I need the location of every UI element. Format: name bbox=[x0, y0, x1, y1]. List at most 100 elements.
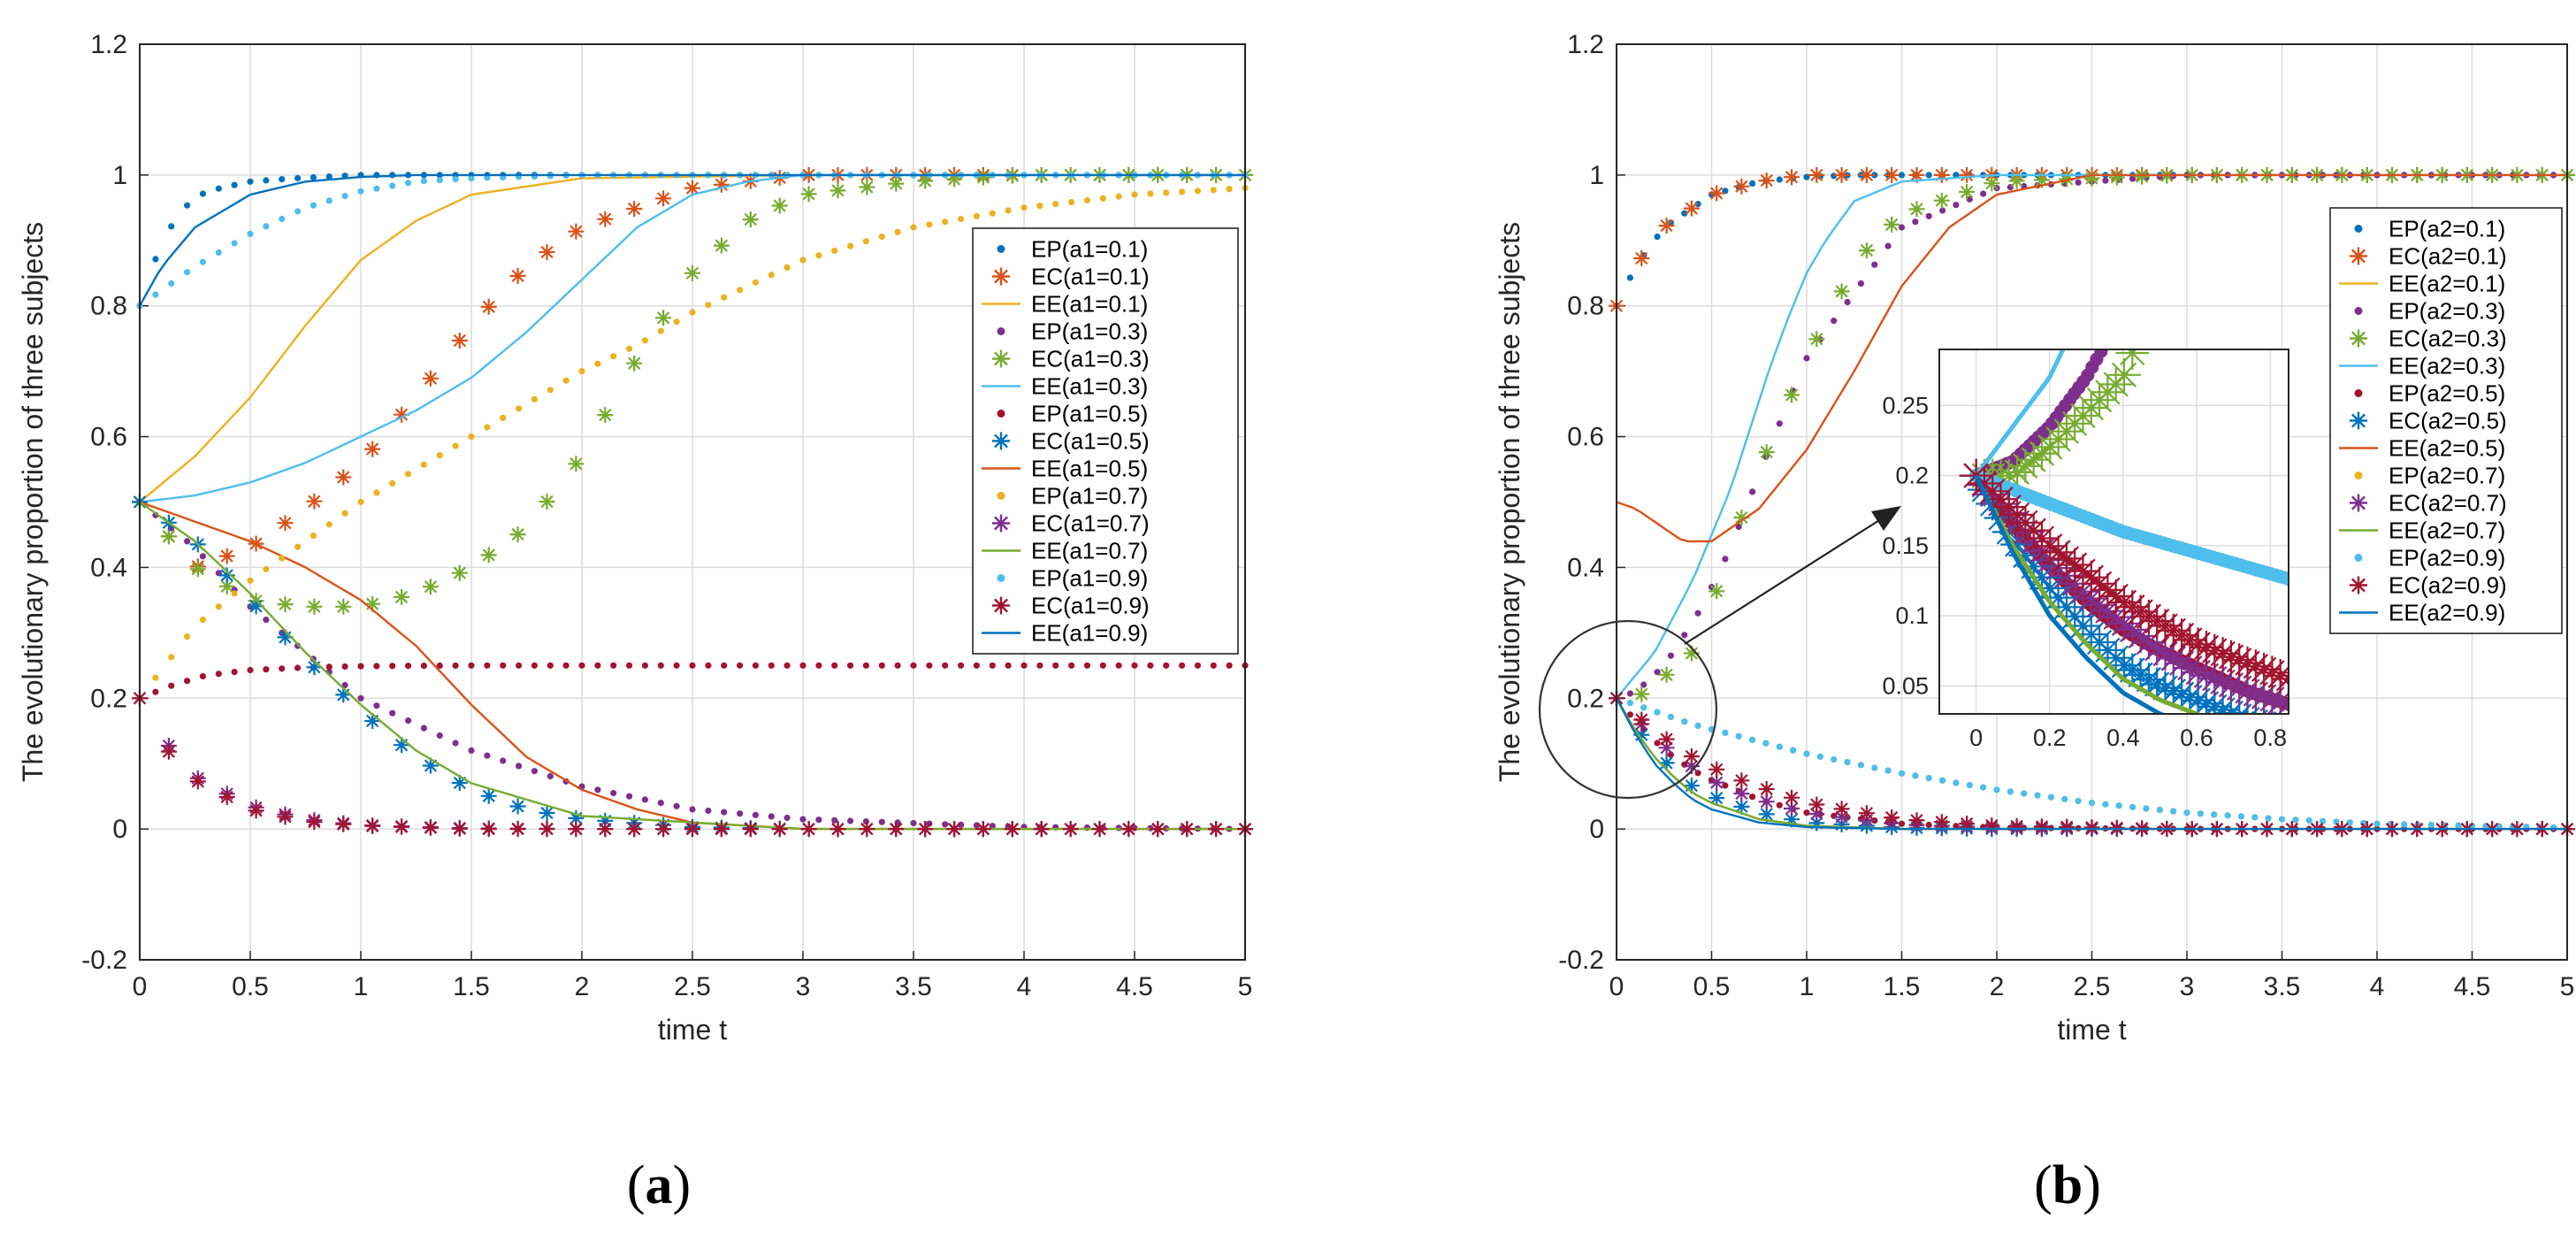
series-ec-a2-0-9--point bbox=[2050, 541, 2083, 576]
series-ep-a1-0-5--point bbox=[1179, 662, 1186, 669]
series-ep-a1-0-5--point bbox=[1147, 662, 1154, 669]
series-ep-a1-0-7--point bbox=[373, 489, 380, 496]
series-ep-a1-0-7--point bbox=[752, 279, 760, 286]
series-ep-a2-0-9--point bbox=[2224, 812, 2231, 819]
legend-label: EC(a1=0.1) bbox=[1031, 264, 1150, 290]
series-ep-a2-0-9--point bbox=[1966, 781, 1973, 789]
series-ep-a1-0-5--point bbox=[1226, 662, 1233, 669]
series-ec-a2-0-1--point bbox=[1708, 185, 1725, 202]
series-ep-a1-0-7--point bbox=[325, 521, 333, 528]
series-ec-a2-0-9--point bbox=[2214, 640, 2248, 674]
series-ep-a1-0-5--point bbox=[641, 662, 649, 669]
series-ep-a1-0-1--point bbox=[199, 190, 206, 197]
legend-entry-ee-a1-0-9-: EE(a1=0.9) bbox=[982, 620, 1148, 647]
zoom-arrow-line bbox=[1684, 517, 1884, 645]
series-ep-a1-0-7--point bbox=[1194, 188, 1201, 195]
series-ep-a1-0-5--point bbox=[1083, 662, 1090, 669]
series-ec-a2-0-5--point bbox=[2107, 648, 2141, 683]
legend-label: EP(a1=0.7) bbox=[1031, 483, 1148, 510]
series-ep-a2-0-9- bbox=[1969, 469, 2289, 586]
series-ec-a2-0-7--point bbox=[1708, 774, 1725, 791]
series-ep-a1-0-7--point bbox=[357, 498, 364, 506]
series-ep-a2-0-3--point bbox=[1884, 242, 1892, 249]
legend-star-symbol bbox=[992, 432, 1010, 450]
series-ec-a2-0-7--point bbox=[2091, 594, 2125, 628]
series-ec-a2-0-9--point bbox=[1833, 801, 1850, 817]
legend-entry-ep-a2-0-1-: EP(a2=0.1) bbox=[2354, 216, 2505, 242]
series-ep-a1-0-7--point bbox=[1179, 188, 1186, 196]
legend-entry-ec-a1-0-7-: EC(a1=0.7) bbox=[992, 510, 1150, 537]
series-ec-a1-0-9- bbox=[132, 690, 1253, 838]
series-ec-a1-0-1--point bbox=[277, 515, 294, 532]
series-ec-a2-0-9--point bbox=[2091, 573, 2125, 607]
x-tick-label: 3 bbox=[2180, 972, 2195, 1001]
series-ec-a1-0-9--point bbox=[364, 817, 381, 834]
series-ep-a1-0-7--point bbox=[641, 337, 649, 344]
zoom-circle bbox=[1538, 619, 1718, 800]
series-ec-a1-0-9--point bbox=[480, 821, 497, 838]
series-ec-a2-0-9--point bbox=[2066, 554, 2100, 588]
series-ep-a1-0-5--point bbox=[1099, 662, 1106, 669]
inset-axes-box bbox=[1938, 349, 2289, 715]
series-ep-a1-0-7--point bbox=[1052, 201, 1059, 208]
series-ep-a1-0-9--point bbox=[168, 280, 175, 287]
series-ec-a2-0-3--point bbox=[1833, 283, 1850, 300]
series-ep-a2-0-1--point bbox=[1654, 234, 1661, 241]
series-ep-a1-0-5--point bbox=[184, 678, 191, 685]
series-ec-a1-0-9--point bbox=[277, 809, 294, 825]
series-ep-a1-0-1--point bbox=[263, 177, 270, 184]
series-ec-a1-0-3--point bbox=[568, 456, 585, 472]
series-ec-a2-0-9--point bbox=[2173, 623, 2207, 657]
legend-entry-ec-a2-0-7-: EC(a2=0.7) bbox=[2350, 490, 2507, 517]
series-ep-a2-0-3--point bbox=[1722, 556, 1729, 563]
series-ec-a2-0-3--point bbox=[2115, 349, 2150, 370]
series-ec-a2-0-7--point bbox=[2148, 637, 2182, 671]
legend-label: EP(a2=0.7) bbox=[2389, 463, 2505, 489]
legend-entry-ec-a1-0-5-: EC(a1=0.5) bbox=[992, 428, 1150, 455]
series-ep-a1-0-7--point bbox=[768, 272, 775, 279]
legend-star-symbol bbox=[992, 596, 1010, 615]
legend-entry-ep-a1-0-9-: EP(a1=0.9) bbox=[997, 565, 1148, 592]
series-ec-a2-0-1--point bbox=[1658, 218, 1675, 234]
series-ep-a2-0-9--point bbox=[2129, 803, 2136, 810]
series-ep-a1-0-5--point bbox=[847, 662, 854, 669]
series-ep-a1-0-3--point bbox=[641, 796, 649, 803]
series-ec-a1-0-3--point bbox=[160, 528, 177, 545]
inset-x-tick-label: 0.6 bbox=[2180, 724, 2213, 751]
series-ec-a2-0-5--point bbox=[1683, 778, 1700, 794]
series-ep-a1-0-5--point bbox=[547, 662, 554, 669]
legend-label: EC(a2=0.3) bbox=[2389, 326, 2507, 352]
y-tick-label: 0.8 bbox=[1567, 292, 1604, 321]
series-ec-a2-0-7--point bbox=[2247, 679, 2281, 714]
series-ep-a2-0-5--point bbox=[1803, 809, 1810, 816]
legend: EP(a1=0.1)EC(a1=0.1)EE(a1=0.1)EP(a1=0.3)… bbox=[972, 227, 1239, 655]
series-ec-a2-0-3--point bbox=[1683, 645, 1700, 662]
x-tick-label: 3.5 bbox=[2264, 972, 2301, 1001]
series-ep-a2-0-9--point bbox=[1762, 740, 1770, 747]
series-ep-a2-0-3--point bbox=[1654, 669, 1661, 676]
series-ec-a1-0-9--point bbox=[1120, 821, 1137, 838]
series-ec-a1-0-3--point bbox=[218, 578, 235, 594]
panel-a-chart: 0 0.5 1 1.5 2 2.5 3 3.5 4 4.5 5-0.200.20.40.60.811… bbox=[17, 30, 1253, 1046]
y-tick-label: 1.2 bbox=[1567, 30, 1604, 59]
series-ec-a2-0-9--point bbox=[1733, 772, 1750, 789]
legend-label: EP(a1=0.9) bbox=[1031, 565, 1148, 592]
series-group bbox=[1609, 166, 2575, 838]
series-ep-a1-0-7--point bbox=[247, 577, 254, 584]
series-ec-a1-0-9--point bbox=[597, 821, 614, 838]
series-ep-a1-0-5--point bbox=[405, 663, 412, 670]
x-tick-label: 2 bbox=[1990, 972, 2005, 1001]
series-ep-a1-0-5--point bbox=[737, 662, 744, 669]
series-ep-a1-0-5--point bbox=[468, 662, 475, 669]
y-tick-label: 1 bbox=[112, 161, 127, 190]
series-ec-a2-0-9--point bbox=[2107, 586, 2141, 619]
series-ep-a2-0-9--point bbox=[2282, 571, 2289, 586]
y-tick-label: 0.2 bbox=[1567, 684, 1604, 713]
legend-entry-ep-a2-0-9-: EP(a2=0.9) bbox=[2354, 545, 2505, 571]
series-ec-a1-0-5--point bbox=[277, 629, 294, 646]
legend-star-symbol bbox=[2350, 411, 2367, 430]
series-ec-a1-0-9--point bbox=[655, 821, 672, 838]
series-ep-a1-0-7--point bbox=[436, 452, 443, 459]
y-tick-label: 0.8 bbox=[90, 292, 127, 321]
legend-dot-symbol bbox=[2354, 389, 2363, 397]
